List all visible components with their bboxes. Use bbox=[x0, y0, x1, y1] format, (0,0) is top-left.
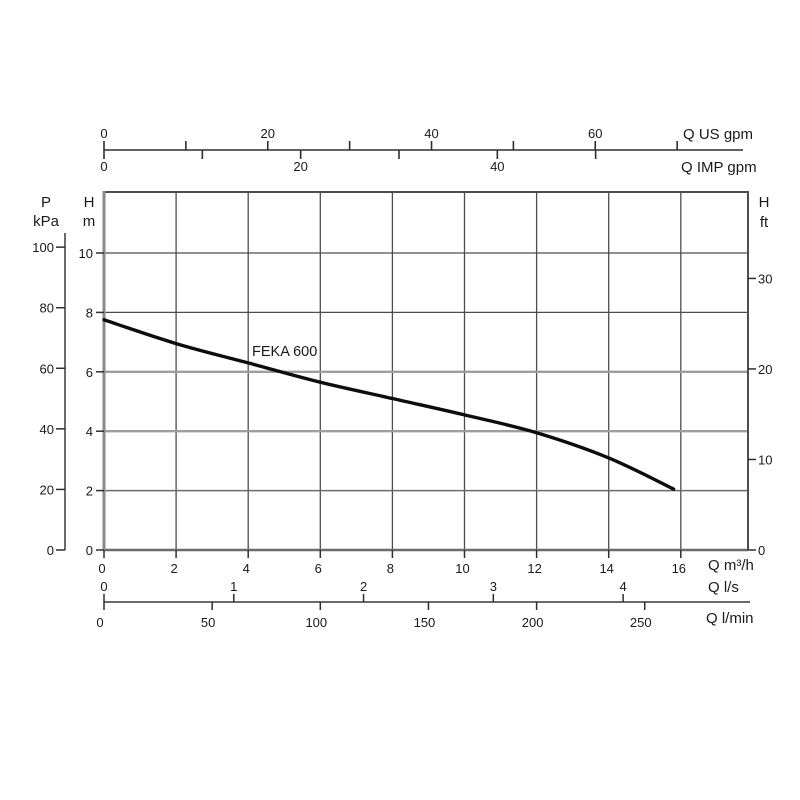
grid bbox=[104, 193, 748, 550]
tick-label-m: 2 bbox=[86, 484, 93, 499]
tick-label-m3h: 14 bbox=[599, 561, 613, 576]
axis-label-ft: ft bbox=[760, 214, 769, 231]
tick-label-ls: 1 bbox=[230, 579, 237, 594]
tick-label-kpa: 60 bbox=[40, 361, 54, 376]
axis-label-us-gpm: Q US gpm bbox=[683, 126, 753, 143]
axis-left-m: 0 2 4 6 8 10 Hm bbox=[79, 194, 104, 558]
axis-label-h-right: H bbox=[759, 194, 770, 211]
axis-bottom-m3h: 0 2 4 6 8 10 12 14 16 Q m³/h bbox=[98, 550, 754, 576]
tick-label-ft: 20 bbox=[758, 362, 772, 377]
tick-label-m3h: 16 bbox=[672, 561, 686, 576]
axis-label-m3h: Q m³/h bbox=[708, 557, 754, 574]
axis-label-lmin: Q l/min bbox=[706, 610, 754, 627]
tick-label-m3h: 2 bbox=[170, 561, 177, 576]
tick-label-ls: 0 bbox=[100, 579, 107, 594]
axis-label-imp-gpm: Q IMP gpm bbox=[681, 159, 757, 176]
tick-label-lmin: 100 bbox=[305, 615, 327, 630]
tick-label-kpa: 40 bbox=[40, 422, 54, 437]
tick-label-lmin: 200 bbox=[522, 615, 544, 630]
tick-label-m3h: 4 bbox=[243, 561, 250, 576]
tick-label-m3h: 12 bbox=[527, 561, 541, 576]
tick-label-lmin: 250 bbox=[630, 615, 652, 630]
tick-label-m: 10 bbox=[79, 246, 93, 261]
axis-label-kpa: kPa bbox=[33, 213, 60, 230]
tick-label-lmin: 50 bbox=[201, 615, 215, 630]
tick-label-m: 8 bbox=[86, 305, 93, 320]
tick-label-us-gpm: 40 bbox=[424, 126, 438, 141]
tick-label-m3h: 10 bbox=[455, 561, 469, 576]
tick-label-ft: 30 bbox=[758, 271, 772, 286]
tick-label-us-gpm: 0 bbox=[100, 126, 107, 141]
tick-label-ls: 4 bbox=[620, 579, 627, 594]
tick-label-m3h: 0 bbox=[98, 561, 105, 576]
tick-label-ls: 3 bbox=[490, 579, 497, 594]
tick-label-kpa: 80 bbox=[40, 301, 54, 316]
tick-label-kpa: 20 bbox=[40, 482, 54, 497]
tick-label-kpa: 0 bbox=[47, 543, 54, 558]
pump-performance-curve bbox=[102, 318, 676, 491]
axis-top-gpm: 0 20 40 60 Q US gpm 0 20 40 Q IMP gpm bbox=[100, 126, 756, 176]
tick-label-ls: 2 bbox=[360, 579, 367, 594]
axis-label-m: m bbox=[83, 213, 96, 230]
tick-label-ft: 0 bbox=[758, 543, 765, 558]
axis-label-ls: Q l/s bbox=[708, 579, 739, 596]
tick-label-imp-gpm: 40 bbox=[490, 159, 504, 174]
tick-label-imp-gpm: 20 bbox=[293, 159, 307, 174]
tick-label-m3h: 8 bbox=[387, 561, 394, 576]
axis-right-ft: 0 10 20 30 Hft bbox=[748, 194, 772, 558]
axis-label-h-left: H bbox=[84, 194, 95, 211]
tick-label-lmin: 150 bbox=[414, 615, 436, 630]
plot-border bbox=[102, 191, 749, 552]
axis-label-p: P bbox=[41, 194, 51, 211]
axis-bottom-ls-lmin: 0 1 2 3 4 Q l/s 0 50 100 150 200 250 Q l/min bbox=[96, 579, 753, 630]
tick-label-m: 0 bbox=[86, 543, 93, 558]
tick-label-kpa: 100 bbox=[32, 240, 54, 255]
tick-label-imp-gpm: 0 bbox=[100, 159, 107, 174]
tick-label-m: 4 bbox=[86, 424, 93, 439]
tick-label-m: 6 bbox=[86, 365, 93, 380]
tick-label-lmin: 0 bbox=[96, 615, 103, 630]
tick-label-ft: 10 bbox=[758, 452, 772, 467]
tick-label-us-gpm: 60 bbox=[588, 126, 602, 141]
tick-label-m3h: 6 bbox=[315, 561, 322, 576]
tick-label-us-gpm: 20 bbox=[261, 126, 275, 141]
curve-label-feka600: FEKA 600 bbox=[252, 344, 317, 360]
